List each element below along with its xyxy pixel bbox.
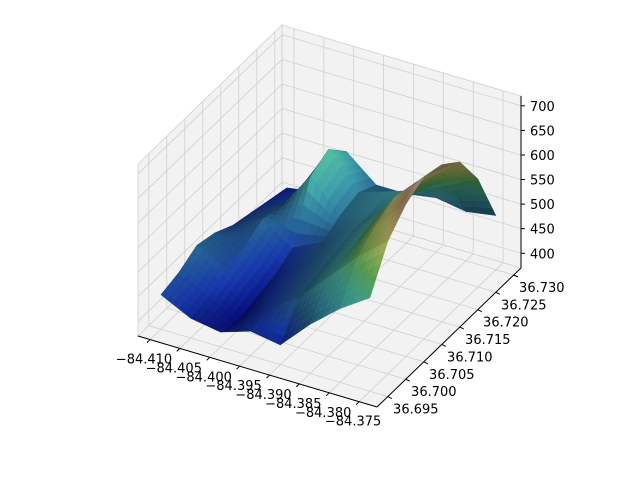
grid-line-z — [281, 34, 522, 107]
y-tick-label: 36.700 — [411, 385, 457, 400]
y-tick-label: 36.715 — [465, 333, 511, 348]
grid-line-x — [299, 244, 444, 385]
x-tick-label: −84.390 — [235, 388, 291, 403]
x-tick — [266, 374, 270, 379]
grid-line-z — [137, 83, 283, 224]
x-tick-label: −84.395 — [205, 379, 261, 394]
grid-line-z — [281, 108, 522, 180]
axis-lines — [137, 96, 525, 408]
grid-line-z — [137, 132, 283, 273]
x-tick — [206, 356, 211, 361]
x-tick-label: −84.385 — [265, 397, 321, 412]
z-tick-label: 700 — [530, 100, 555, 115]
z-tick-label: 650 — [530, 124, 555, 139]
y-tick — [477, 309, 483, 313]
x-tick — [146, 339, 151, 343]
tick-labels: −84.410−84.405−84.400−84.395−84.390−84.3… — [116, 100, 565, 430]
x-tick-label: −84.400 — [176, 370, 232, 385]
y-tick — [513, 274, 519, 278]
x-tick-label: −84.405 — [146, 361, 202, 376]
y-tick-label: 36.730 — [519, 281, 565, 296]
z-tick-label: 500 — [530, 198, 555, 213]
x-tick — [355, 401, 360, 406]
y-tick — [405, 378, 411, 382]
y-tick — [387, 396, 393, 400]
y-tick — [495, 291, 501, 295]
grid-line-z — [137, 34, 283, 175]
y-axis-line — [376, 267, 522, 408]
x-tick — [295, 383, 300, 388]
grid-line-x — [358, 262, 504, 402]
y-tick — [441, 343, 447, 347]
y-tick-label: 36.710 — [447, 350, 493, 365]
y-tick-label: 36.695 — [393, 403, 439, 418]
x-tick — [325, 392, 330, 397]
x-tick-label: −84.380 — [295, 406, 351, 421]
y-tick — [459, 326, 465, 330]
z-tick-label: 400 — [530, 247, 555, 262]
y-tick-label: 36.720 — [483, 316, 529, 331]
grid-line-z — [137, 59, 283, 199]
x-tick-label: −84.410 — [116, 353, 172, 368]
grid-line-z — [137, 157, 283, 297]
x-tick — [236, 365, 240, 370]
x-tick — [176, 348, 181, 352]
z-tick-label: 550 — [530, 174, 555, 189]
y-tick — [423, 361, 429, 365]
grid-line-x — [328, 253, 474, 394]
grid-line-y — [148, 325, 388, 397]
grid-line-z — [137, 108, 283, 248]
z-tick-label: 450 — [530, 223, 555, 238]
grid-line-z — [281, 59, 522, 131]
x-axis-line — [137, 335, 378, 408]
x-tick-label: −84.375 — [325, 415, 381, 430]
y-tick-label: 36.725 — [501, 298, 547, 313]
grid-line-z — [281, 83, 522, 156]
surface-mesh — [160, 148, 497, 346]
z-tick-label: 600 — [530, 149, 555, 164]
surface-facet — [363, 286, 374, 301]
y-tick-label: 36.705 — [429, 368, 475, 383]
